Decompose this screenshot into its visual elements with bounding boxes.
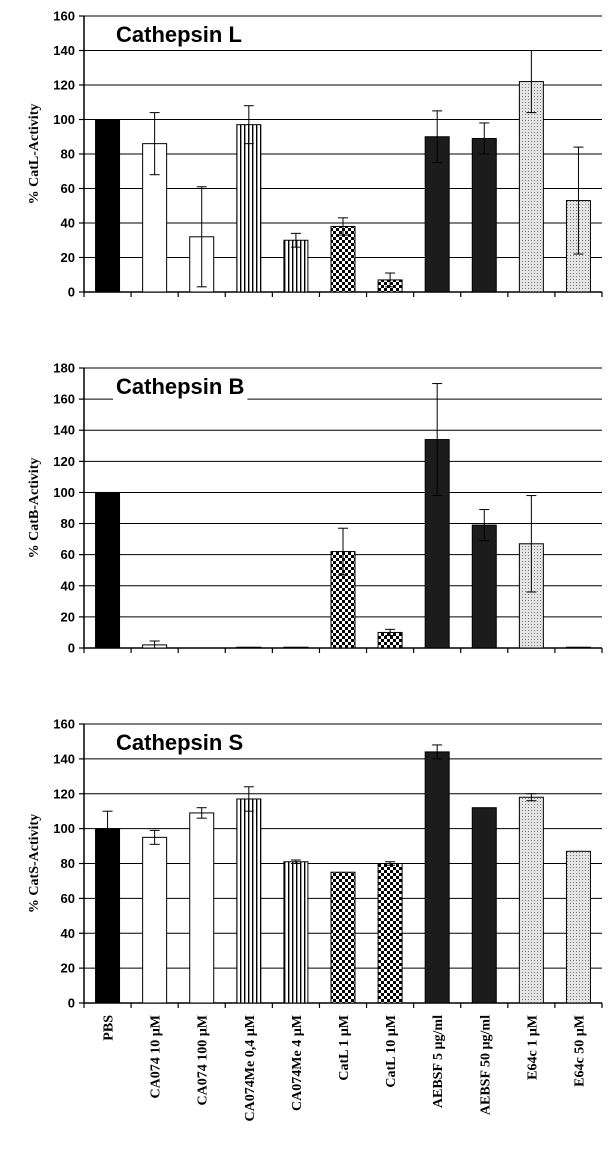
y-tick-label: 60 xyxy=(61,547,75,562)
y-tick-label: 0 xyxy=(68,996,75,1011)
panel-2: 0 20 40 60 80 100 120 140 160 180 Cathepsin B % Cat… xyxy=(27,361,603,656)
panel-title: Cathepsin B xyxy=(116,374,244,399)
y-tick-label: 140 xyxy=(53,423,75,438)
bar xyxy=(471,524,497,649)
y-tick-label: 60 xyxy=(61,891,75,906)
bar xyxy=(142,836,168,1004)
category-label: CA074 100 µM xyxy=(196,1015,211,1106)
y-tick-label: 60 xyxy=(61,181,75,196)
bar xyxy=(471,807,497,1004)
bar xyxy=(283,861,309,1004)
bar xyxy=(518,81,544,293)
bar xyxy=(236,646,262,649)
panel-1: 0 20 40 60 80 100 120 140 160 Cathepsin L % CatL-A… xyxy=(27,9,603,300)
y-tick-label: 160 xyxy=(53,392,75,407)
category-label: AEBSF 5 µg/ml xyxy=(431,1015,446,1108)
category-label: CatL 1 µM xyxy=(337,1015,352,1081)
bar xyxy=(518,796,544,1004)
y-tick-label: 20 xyxy=(61,961,75,976)
category-label: E64c 1 µM xyxy=(525,1015,540,1080)
y-tick-label: 40 xyxy=(61,216,75,231)
panel-title-backing xyxy=(113,729,247,756)
y-tick-label: 100 xyxy=(53,112,75,127)
y-axis-label: % CatL-Activity xyxy=(27,104,42,205)
category-label: CA074Me 0,4 µM xyxy=(243,1015,258,1121)
y-tick-label: 160 xyxy=(53,9,75,24)
y-tick-label: 180 xyxy=(53,361,75,376)
y-tick-label: 0 xyxy=(68,641,75,656)
y-axis-label: % CatB-Activity xyxy=(27,458,42,559)
y-tick-label: 100 xyxy=(53,485,75,500)
category-label: E64c 50 µM xyxy=(572,1015,587,1087)
y-tick-label: 160 xyxy=(53,717,75,732)
bar xyxy=(424,751,450,1004)
bar xyxy=(236,798,262,1004)
panel-title: Cathepsin S xyxy=(116,730,243,755)
panel-3: 0 20 40 60 80 100 120 140 160 Cathepsin S % CatS-A… xyxy=(27,717,603,1011)
category-label: PBS xyxy=(102,1015,117,1041)
y-tick-label: 40 xyxy=(61,578,75,593)
y-tick-label: 120 xyxy=(53,786,75,801)
category-label: CA074 10 µM xyxy=(149,1015,164,1099)
y-axis-label: % CatS-Activity xyxy=(27,814,42,913)
y-tick-label: 120 xyxy=(53,454,75,469)
y-tick-label: 100 xyxy=(53,821,75,836)
y-tick-label: 80 xyxy=(61,147,75,162)
y-tick-label: 20 xyxy=(61,250,75,265)
bar xyxy=(565,850,591,1004)
y-tick-label: 140 xyxy=(53,751,75,766)
bar xyxy=(189,812,215,1004)
y-tick-label: 80 xyxy=(61,856,75,871)
y-tick-label: 20 xyxy=(61,609,75,624)
category-label: AEBSF 50 µg/ml xyxy=(478,1015,493,1115)
y-tick-label: 0 xyxy=(68,285,75,300)
category-label: CatL 10 µM xyxy=(384,1015,399,1088)
chart-panels: 0 20 40 60 80 100 120 140 160 Cathepsin L % CatL-A… xyxy=(27,9,603,1011)
category-labels: PBS CA074 10 µM CA074 100 µM CA074Me 0,4 µM… xyxy=(102,1015,588,1122)
panel-title-backing xyxy=(113,21,245,48)
bar xyxy=(283,239,309,293)
y-tick-label: 140 xyxy=(53,43,75,58)
category-label: CA074Me 4 µM xyxy=(290,1015,305,1111)
y-tick-label: 40 xyxy=(61,926,75,941)
panel-title: Cathepsin L xyxy=(116,22,242,47)
bar xyxy=(330,225,356,293)
y-tick-label: 120 xyxy=(53,78,75,93)
panel-title-backing xyxy=(113,373,248,400)
bar xyxy=(95,119,121,293)
bar xyxy=(95,828,121,1004)
bar xyxy=(471,137,497,293)
bar xyxy=(377,863,403,1004)
bar xyxy=(330,871,356,1004)
bar xyxy=(236,124,262,293)
bar xyxy=(95,491,121,649)
y-tick-label: 80 xyxy=(61,516,75,531)
bar xyxy=(283,646,309,649)
bar xyxy=(565,646,591,649)
